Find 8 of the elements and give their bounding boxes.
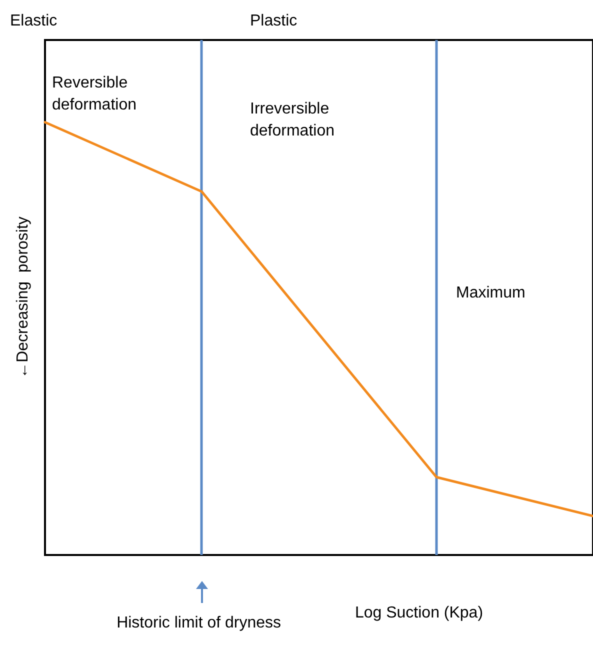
text: Reversible deformation (52, 74, 136, 114)
x-axis-title: Log Suction (Kpa) (354, 604, 484, 622)
text: Elastic (10, 12, 58, 30)
y-axis-title: ←Decreasing porosity (14, 216, 32, 378)
annotation: Irreversible deformation (250, 100, 334, 140)
text: Historic limit of dryness (116, 614, 282, 632)
text: Plastic (250, 12, 298, 30)
annotation: Maximum (456, 284, 526, 302)
